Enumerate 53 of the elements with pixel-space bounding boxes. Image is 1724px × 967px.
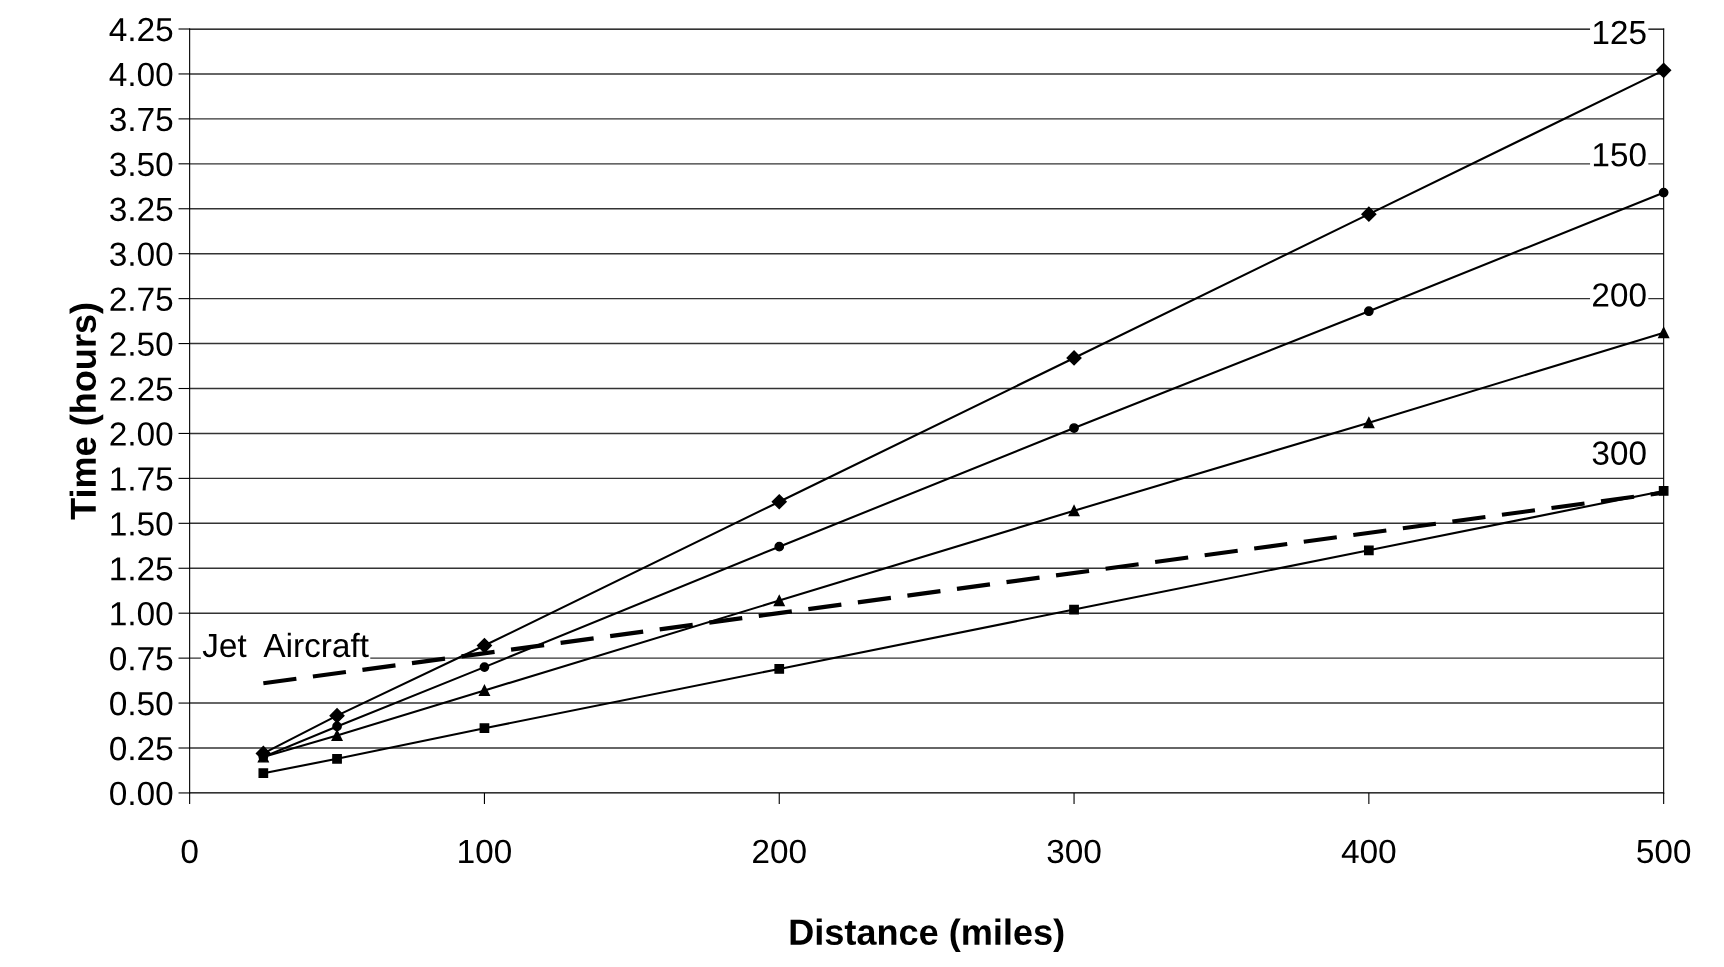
y-tick-label: 1.50 xyxy=(111,512,173,536)
series-label: 150 xyxy=(1593,142,1646,167)
y-tick-label: 4.25 xyxy=(109,17,173,42)
point xyxy=(1658,187,1669,198)
point xyxy=(332,721,342,732)
y-tick-label: 2.25 xyxy=(110,377,173,401)
series-label: 200 xyxy=(1593,283,1646,307)
point xyxy=(774,541,785,552)
point xyxy=(258,768,269,779)
point xyxy=(479,723,490,734)
point xyxy=(1363,417,1375,429)
series-label: Jet Aircraft xyxy=(202,632,369,658)
x-tick-label: 400 xyxy=(1341,839,1396,864)
x-tick-label: 100 xyxy=(459,839,511,864)
x-tick-label: 0 xyxy=(181,839,198,864)
y-tick-label: 1.25 xyxy=(111,557,173,581)
point xyxy=(1361,206,1377,222)
point xyxy=(329,708,345,724)
x-tick-label: 300 xyxy=(1047,839,1101,864)
y-tick-label: 0.25 xyxy=(110,736,173,761)
point xyxy=(479,662,490,672)
y-tick-label: 3.75 xyxy=(110,107,173,132)
point xyxy=(1066,350,1082,366)
y-tick-label: 0.50 xyxy=(110,691,173,716)
series-label: 300 xyxy=(1592,441,1646,465)
point xyxy=(1068,505,1080,517)
point xyxy=(1069,423,1079,433)
point xyxy=(1658,327,1670,339)
x-axis-title: Distance (miles) xyxy=(790,918,1064,953)
y-tick-label: 2.00 xyxy=(110,422,173,446)
point xyxy=(332,753,342,764)
y-axis-title: Time (hours) xyxy=(69,303,104,520)
point xyxy=(1656,62,1672,78)
y-tick-label: 3.00 xyxy=(110,242,173,267)
point xyxy=(1069,604,1079,615)
y-tick-label: 1.75 xyxy=(111,467,173,491)
point xyxy=(771,494,787,510)
series-label: 125 xyxy=(1593,20,1646,45)
point xyxy=(774,664,785,674)
point xyxy=(1363,306,1374,317)
y-tick-label: 2.50 xyxy=(110,332,173,356)
y-tick-label: 0.75 xyxy=(110,646,173,671)
y-tick-label: 1.00 xyxy=(111,601,173,626)
point xyxy=(478,684,491,697)
y-tick-label: 0.00 xyxy=(110,781,173,806)
y-tick-label: 2.75 xyxy=(110,287,173,312)
y-tick-label: 4.00 xyxy=(109,62,173,87)
y-tick-label: 3.50 xyxy=(110,152,173,177)
x-tick-label: 500 xyxy=(1637,839,1691,864)
y-tick-label: 3.25 xyxy=(110,197,173,222)
point xyxy=(773,595,785,607)
point xyxy=(1363,545,1374,556)
x-tick-label: 200 xyxy=(753,839,806,864)
